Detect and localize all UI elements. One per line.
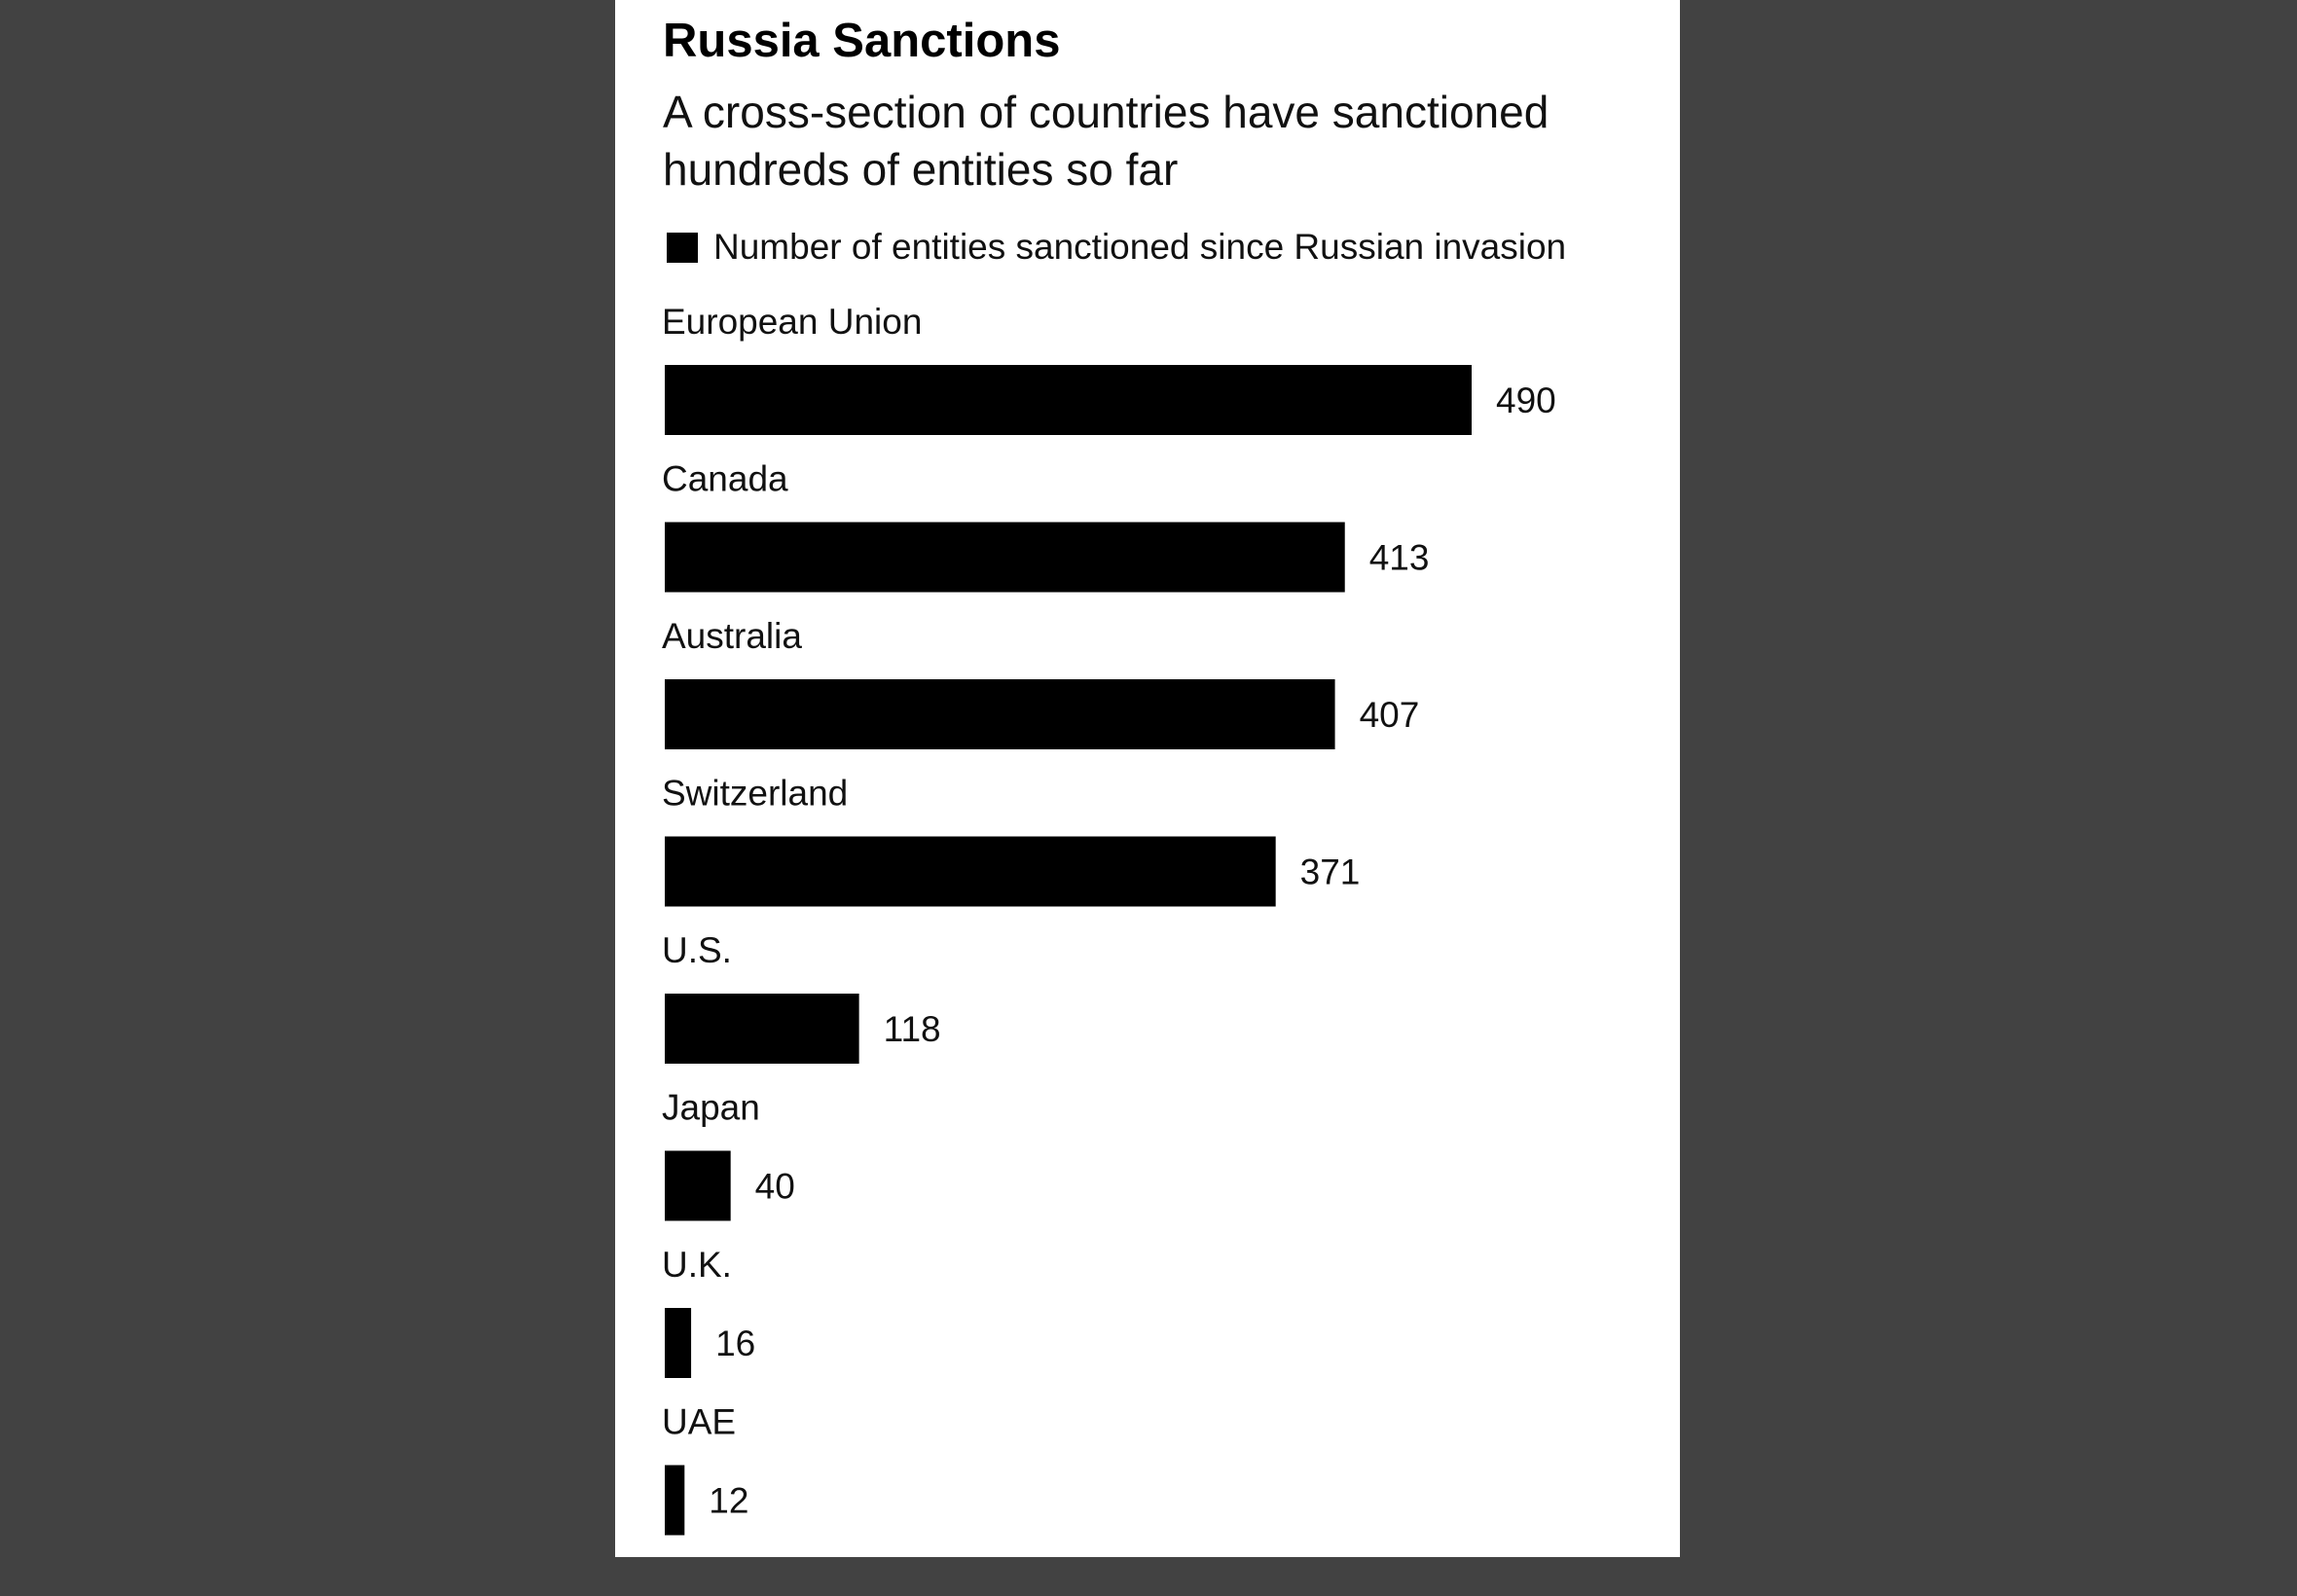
bar-row: U.K. 16 bbox=[662, 1245, 755, 1378]
chart-title: Russia Sanctions bbox=[663, 15, 1061, 67]
category-label: Canada bbox=[662, 459, 788, 499]
bar bbox=[665, 836, 1276, 907]
legend: Number of entities sanctioned since Russ… bbox=[667, 227, 1567, 267]
category-label: U.S. bbox=[662, 930, 732, 970]
category-label: UAE bbox=[662, 1402, 736, 1442]
value-label: 40 bbox=[755, 1167, 795, 1207]
bar bbox=[665, 522, 1345, 593]
value-label: 16 bbox=[715, 1324, 755, 1363]
bar bbox=[665, 365, 1472, 435]
value-label: 413 bbox=[1369, 538, 1430, 578]
category-label: Australia bbox=[662, 616, 802, 656]
bar-row: U.S. 118 bbox=[662, 930, 941, 1064]
bar bbox=[665, 1465, 685, 1536]
bar-row: Australia 407 bbox=[662, 616, 1419, 749]
bar bbox=[665, 1150, 731, 1221]
chart-card: Russia Sanctions A cross-section of coun… bbox=[615, 0, 1680, 1557]
bar bbox=[665, 1308, 692, 1378]
value-label: 371 bbox=[1300, 852, 1361, 892]
bar-row: Canada 413 bbox=[662, 459, 1429, 593]
legend-label: Number of entities sanctioned since Russ… bbox=[713, 227, 1567, 267]
value-label: 407 bbox=[1360, 695, 1420, 735]
bar-row: UAE 12 bbox=[662, 1402, 748, 1536]
value-label: 12 bbox=[709, 1481, 748, 1521]
value-label: 118 bbox=[884, 1009, 941, 1049]
bar-row: Japan 40 bbox=[662, 1088, 795, 1221]
bar-row: Switzerland 371 bbox=[662, 774, 1360, 907]
value-label: 490 bbox=[1496, 381, 1556, 420]
bar bbox=[665, 679, 1335, 749]
bar-row: European Union 490 bbox=[662, 302, 1556, 435]
legend-swatch bbox=[667, 232, 698, 263]
bar bbox=[665, 994, 859, 1064]
bar-chart: European Union490Canada413Australia407Sw… bbox=[662, 302, 1556, 1536]
category-label: U.K. bbox=[662, 1245, 732, 1285]
category-label: Switzerland bbox=[662, 774, 848, 814]
chart-subtitle: A cross-section of countries have sancti… bbox=[663, 87, 1550, 195]
category-label: European Union bbox=[662, 302, 922, 342]
category-label: Japan bbox=[662, 1088, 760, 1128]
